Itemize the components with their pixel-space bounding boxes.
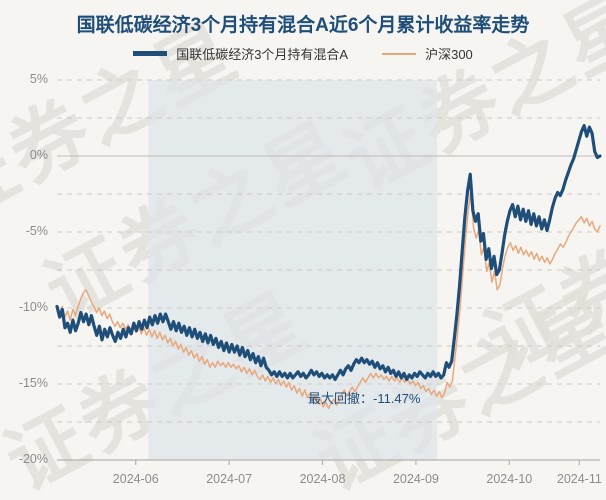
legend-label-benchmark: 沪深300: [425, 47, 473, 62]
series-line-fund: [55, 124, 602, 382]
legend-line-icon-benchmark: [382, 52, 417, 55]
chart-legend: 国联低碳经济3个月持有混合A 沪深300: [0, 44, 606, 63]
x-axis-tick-label: 2024-06: [112, 472, 159, 486]
x-axis-tick-label: 2024-07: [206, 472, 253, 486]
y-axis-tick-label: -5%: [25, 224, 48, 238]
legend-label-fund: 国联低碳经济3个月持有混合A: [176, 47, 349, 62]
series-line-benchmark: [56, 190, 601, 410]
y-axis-tick-label: 0%: [29, 148, 48, 162]
x-axis-tick-label: 2024-08: [299, 472, 346, 486]
x-axis-tick-label: 2024-10: [486, 472, 533, 486]
max-drawdown-annotation: 最大回撤：-11.47%: [308, 391, 421, 406]
y-axis-tick-label: -15%: [18, 376, 48, 390]
page-title: 国联低碳经济3个月持有混合A近6个月累计收益率走势: [76, 15, 530, 36]
legend-item-fund[interactable]: 国联低碳经济3个月持有混合A: [133, 44, 348, 63]
y-axis-tick-label: -20%: [18, 452, 48, 466]
legend-line-icon-fund: [133, 51, 168, 56]
legend-item-benchmark[interactable]: 沪深300: [382, 44, 473, 63]
x-axis-tick-label: 2024-11: [556, 472, 602, 486]
y-axis-tick-label: 5%: [29, 72, 48, 86]
y-axis-tick-label: -10%: [18, 300, 48, 314]
x-axis-tick-label: 2024-09: [392, 472, 439, 486]
